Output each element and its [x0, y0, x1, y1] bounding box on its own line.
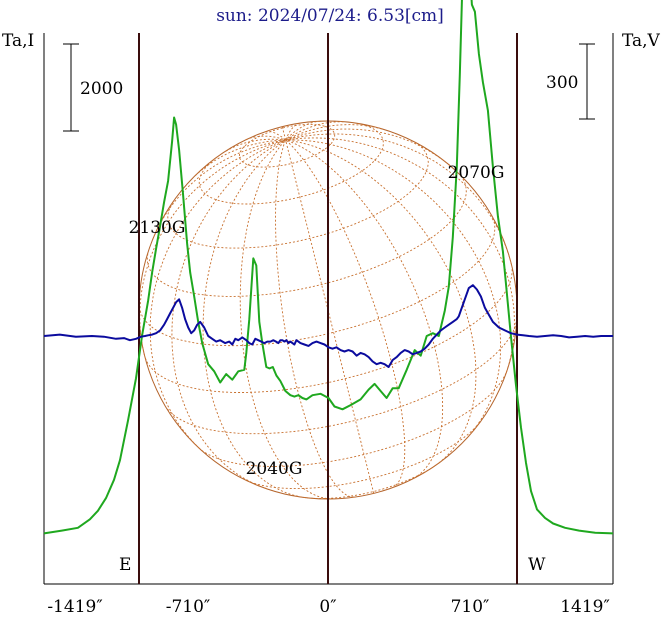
longitude-line [149, 139, 286, 450]
x-tick-label: 710″ [451, 597, 490, 617]
annotations: 2130G 2070G 2040G [129, 163, 505, 479]
scale-bars: 2000 300 [63, 43, 595, 132]
series-line-green [43, 0, 614, 535]
limb-label-west: W [528, 555, 546, 575]
longitude-line [285, 121, 344, 141]
longitude-line [285, 139, 406, 488]
x-tick-label: 0″ [319, 597, 336, 617]
annotation-label: 2070G [448, 163, 505, 183]
annotation-label: 2040G [246, 459, 303, 479]
longitude-line [171, 139, 286, 490]
longitude-line [202, 139, 306, 499]
longitude-line [285, 133, 512, 265]
limb-label-east: E [119, 555, 131, 575]
longitude-line [285, 139, 444, 479]
left-scale-label: 2000 [80, 79, 123, 99]
longitude-line [285, 139, 477, 466]
latitude-line [146, 175, 467, 297]
longitude-line [285, 139, 375, 494]
longitude-line [239, 139, 331, 500]
latitude-line [198, 370, 508, 467]
solar-disk-grid [138, 120, 518, 500]
longitude-line [245, 135, 286, 141]
longitude-line [225, 138, 286, 152]
series-line-blue [43, 284, 613, 368]
longitude-line [265, 130, 286, 141]
limb-lines [138, 33, 518, 584]
latitude-line [198, 122, 384, 205]
chart-title: sun: 2024/07/24: 6.53[cm] [216, 6, 444, 26]
longitude-line [285, 137, 515, 373]
longitude-line [139, 139, 286, 356]
longitude-line [285, 122, 300, 141]
longitude-line [285, 128, 451, 166]
longitude-line [285, 139, 502, 440]
longitude-line [285, 120, 321, 141]
right-scale-label: 300 [546, 73, 578, 93]
right-axis-label: Ta,V [622, 31, 661, 51]
longitude-line [281, 126, 287, 141]
longitude-line [285, 124, 383, 141]
x-tick-label: 1419″ [560, 597, 610, 617]
longitude-line [275, 139, 355, 498]
x-tick-label: -710″ [166, 597, 211, 617]
left-axis-label: Ta,I [2, 31, 34, 51]
latitude-line [167, 141, 429, 249]
longitude-line [195, 139, 286, 176]
x-tick-labels: -1419″ -710″ 0″ 710″ 1419″ [47, 597, 609, 617]
series-layer [43, 0, 614, 535]
latitude-line [167, 321, 517, 435]
x-tick-label: -1419″ [47, 597, 102, 617]
latitude-line [138, 214, 496, 347]
longitude-line [152, 139, 286, 240]
latitude-line [246, 422, 481, 490]
annotation-label: 2130G [129, 218, 186, 238]
latitude-line [144, 266, 513, 393]
